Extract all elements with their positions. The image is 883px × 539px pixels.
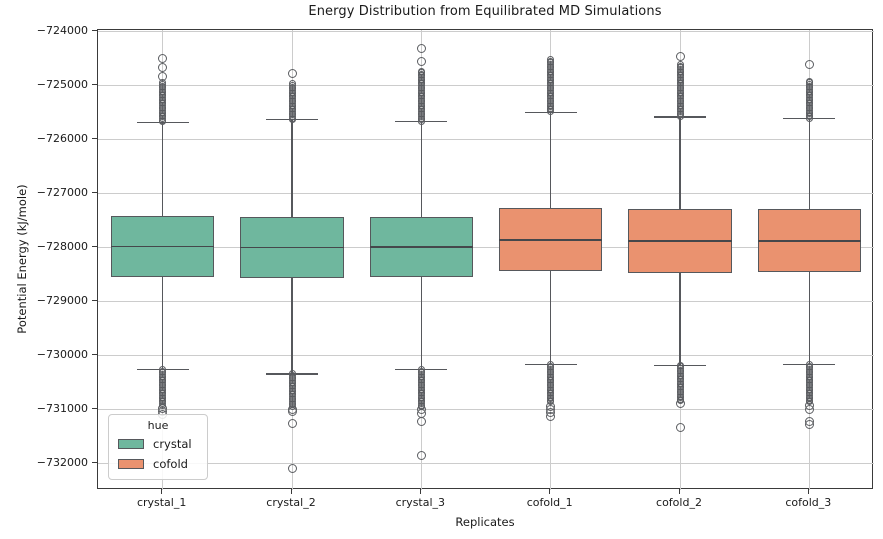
outlier-point xyxy=(675,423,685,433)
y-axis-label: Potential Energy (kJ/mole) xyxy=(15,184,29,334)
whisker-stem-low xyxy=(162,277,164,370)
x-tick-mark xyxy=(290,489,292,494)
gridline-horizontal xyxy=(98,246,874,248)
outlier-point xyxy=(416,451,426,461)
legend-swatch-cofold xyxy=(118,459,144,469)
x-tick-mark xyxy=(419,489,421,494)
median-line xyxy=(369,246,474,248)
outlier-point xyxy=(158,71,168,81)
outlier-point xyxy=(287,418,297,428)
x-tick-mark xyxy=(161,489,163,494)
legend-swatch-crystal xyxy=(118,439,144,449)
outlier-point xyxy=(158,53,168,63)
outlier-point xyxy=(676,112,684,120)
gridline-horizontal xyxy=(98,300,874,302)
outlier-point xyxy=(804,404,814,414)
y-tick-mark xyxy=(92,83,97,85)
y-tick-label: −730000 xyxy=(36,347,88,361)
legend-label-cofold: cofold xyxy=(153,457,188,471)
legend-item-cofold: cofold xyxy=(109,454,207,474)
y-tick-label: −728000 xyxy=(36,239,88,253)
y-tick-label: −726000 xyxy=(36,131,88,145)
whisker-stem-low xyxy=(420,277,422,370)
outlier-point xyxy=(675,399,685,409)
gridline-horizontal xyxy=(98,462,874,464)
outlier-point xyxy=(675,51,685,61)
outlier-point xyxy=(287,69,297,79)
gridline-horizontal xyxy=(98,138,874,140)
whisker-stem-low xyxy=(550,270,552,365)
outlier-point xyxy=(805,115,813,123)
outlier-point xyxy=(547,108,555,116)
x-tick-label: crystal_2 xyxy=(266,496,316,509)
gridline-horizontal xyxy=(98,192,874,194)
outlier-point xyxy=(288,116,296,124)
outlier-point xyxy=(159,118,167,126)
y-tick-label: −729000 xyxy=(36,293,88,307)
gridline-horizontal xyxy=(98,408,874,410)
outlier-point xyxy=(416,56,426,66)
whisker-stem-high xyxy=(291,119,293,217)
outlier-point xyxy=(158,62,168,72)
gridline-horizontal xyxy=(98,84,874,86)
y-tick-mark xyxy=(92,191,97,193)
whisker-stem-high xyxy=(679,116,681,210)
whisker-stem-high xyxy=(420,121,422,217)
plot-area xyxy=(97,29,874,490)
outlier-point xyxy=(416,416,426,426)
legend: hue crystal cofold xyxy=(108,414,208,480)
outlier-point xyxy=(287,407,297,417)
y-tick-label: −727000 xyxy=(36,185,88,199)
legend-label-crystal: crystal xyxy=(153,437,192,451)
median-line xyxy=(110,245,215,248)
y-tick-label: −725000 xyxy=(36,77,88,91)
legend-item-crystal: crystal xyxy=(109,434,207,454)
y-tick-label: −724000 xyxy=(36,23,88,37)
whisker-stem-low xyxy=(291,278,293,374)
y-tick-mark xyxy=(92,407,97,409)
x-tick-mark xyxy=(807,489,809,494)
y-tick-mark xyxy=(92,29,97,31)
median-line xyxy=(628,240,732,242)
outlier-point xyxy=(804,420,814,430)
gridline-horizontal xyxy=(98,30,874,32)
x-tick-label: cofold_1 xyxy=(526,496,573,509)
y-tick-mark xyxy=(92,137,97,139)
gridline-horizontal xyxy=(98,354,874,356)
y-tick-mark xyxy=(92,353,97,355)
x-tick-mark xyxy=(549,489,551,494)
median-line xyxy=(240,246,344,249)
y-tick-mark xyxy=(92,245,97,247)
x-tick-label: crystal_3 xyxy=(395,496,446,509)
x-tick-label: cofold_3 xyxy=(785,496,832,509)
chart-title: Energy Distribution from Equilibrated MD… xyxy=(308,4,662,19)
whisker-stem-high xyxy=(808,118,810,210)
outlier-point xyxy=(804,60,814,70)
whisker-stem-high xyxy=(550,112,552,209)
y-tick-label: −731000 xyxy=(36,401,88,415)
whisker-stem-high xyxy=(162,122,164,217)
whisker-stem-low xyxy=(808,271,810,365)
outlier-point xyxy=(417,117,425,125)
x-axis-label: Replicates xyxy=(455,515,515,529)
outlier-point xyxy=(287,463,297,473)
y-tick-mark xyxy=(92,299,97,301)
x-tick-label: crystal_1 xyxy=(136,496,187,509)
y-tick-label: −732000 xyxy=(36,455,88,469)
outlier-point xyxy=(416,43,426,53)
legend-title: hue xyxy=(147,419,169,432)
x-tick-mark xyxy=(678,489,680,494)
median-line xyxy=(498,239,603,241)
median-line xyxy=(757,240,862,242)
x-tick-label: cofold_2 xyxy=(656,496,702,509)
y-tick-mark xyxy=(92,461,97,463)
outlier-point xyxy=(546,411,556,421)
whisker-stem-low xyxy=(679,272,681,366)
